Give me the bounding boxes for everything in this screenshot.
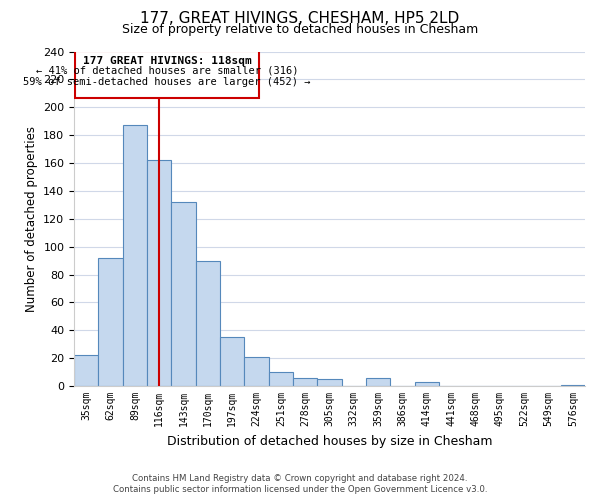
Bar	[366, 378, 391, 386]
Bar	[244, 357, 269, 386]
Y-axis label: Number of detached properties: Number of detached properties	[25, 126, 38, 312]
Bar	[98, 258, 123, 386]
Bar	[172, 202, 196, 386]
Text: 59% of semi-detached houses are larger (452) →: 59% of semi-detached houses are larger (…	[23, 76, 311, 86]
Bar	[415, 382, 439, 386]
Bar	[123, 126, 147, 386]
Text: 177 GREAT HIVINGS: 118sqm: 177 GREAT HIVINGS: 118sqm	[83, 56, 251, 66]
Text: ← 41% of detached houses are smaller (316): ← 41% of detached houses are smaller (31…	[36, 66, 298, 76]
Bar	[269, 372, 293, 386]
Bar	[220, 338, 244, 386]
Bar	[317, 379, 341, 386]
Bar	[147, 160, 172, 386]
Text: Size of property relative to detached houses in Chesham: Size of property relative to detached ho…	[122, 22, 478, 36]
Bar	[293, 378, 317, 386]
Text: Contains HM Land Registry data © Crown copyright and database right 2024.
Contai: Contains HM Land Registry data © Crown c…	[113, 474, 487, 494]
Bar	[74, 356, 98, 386]
Bar	[196, 260, 220, 386]
Bar	[75, 52, 259, 98]
Text: 177, GREAT HIVINGS, CHESHAM, HP5 2LD: 177, GREAT HIVINGS, CHESHAM, HP5 2LD	[140, 11, 460, 26]
X-axis label: Distribution of detached houses by size in Chesham: Distribution of detached houses by size …	[167, 434, 492, 448]
Bar	[560, 384, 585, 386]
